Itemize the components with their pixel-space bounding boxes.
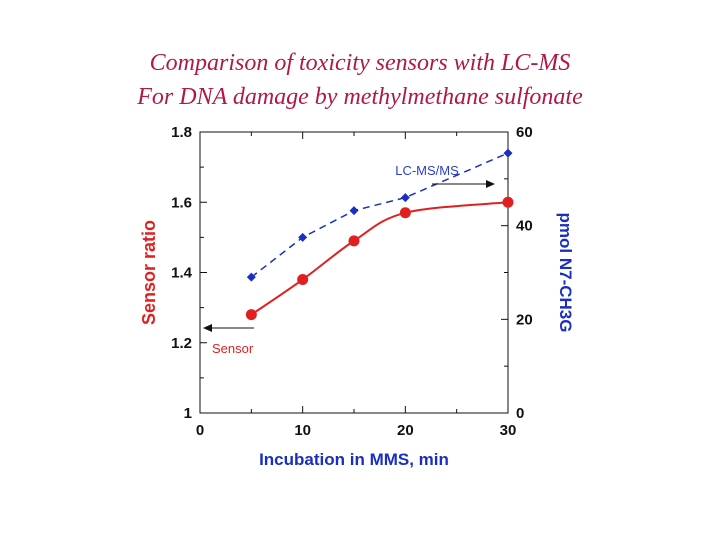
lcms-series-line	[250, 152, 509, 278]
chart-title-line-2: For DNA damage by methylmethane sulfonat…	[137, 84, 583, 110]
x-axis-label: Incubation in MMS, min	[259, 450, 449, 469]
y-right-tick-label: 20	[516, 311, 533, 328]
sensor-annotation-arrow-head	[203, 324, 212, 332]
lcms-annotation-arrow-head	[486, 180, 495, 188]
y-left-tick-label: 1.2	[171, 335, 192, 352]
y-left-tick-label: 1.6	[171, 194, 192, 211]
x-tick-label: 0	[196, 422, 204, 439]
lcms-data-point	[298, 232, 308, 242]
lcms-data-point	[246, 272, 256, 282]
x-tick-label: 10	[294, 422, 311, 439]
sensor-annotation-label: Sensor	[212, 341, 254, 356]
y-left-axis-label: Sensor ratio	[139, 220, 159, 325]
lcms-data-point	[503, 148, 513, 158]
sensor-data-point	[399, 207, 411, 219]
y-left-tick-label: 1	[184, 405, 192, 422]
sensor-data-point	[348, 235, 360, 247]
y-right-tick-label: 60	[516, 124, 533, 141]
y-left-tick-label: 1.8	[171, 124, 192, 141]
lcms-data-point	[349, 206, 359, 216]
y-left-tick-label: 1.4	[171, 265, 193, 282]
y-right-axis-label: pmol N7-CH3G	[556, 213, 575, 333]
plot-frame	[199, 131, 509, 414]
sensor-series-line	[250, 201, 509, 316]
sensor-data-point	[502, 196, 514, 208]
chart-title-line-1: Comparison of toxicity sensors with LC-M…	[149, 50, 571, 76]
x-tick-label: 30	[500, 422, 517, 439]
lcms-data-point	[400, 193, 410, 203]
y-right-tick-label: 0	[516, 405, 524, 422]
sensor-data-point	[245, 309, 257, 321]
x-tick-label: 20	[397, 422, 414, 439]
y-right-tick-label: 40	[516, 218, 533, 235]
lcms-annotation-label: LC-MS/MS	[395, 163, 459, 178]
sensor-data-point	[297, 274, 309, 286]
